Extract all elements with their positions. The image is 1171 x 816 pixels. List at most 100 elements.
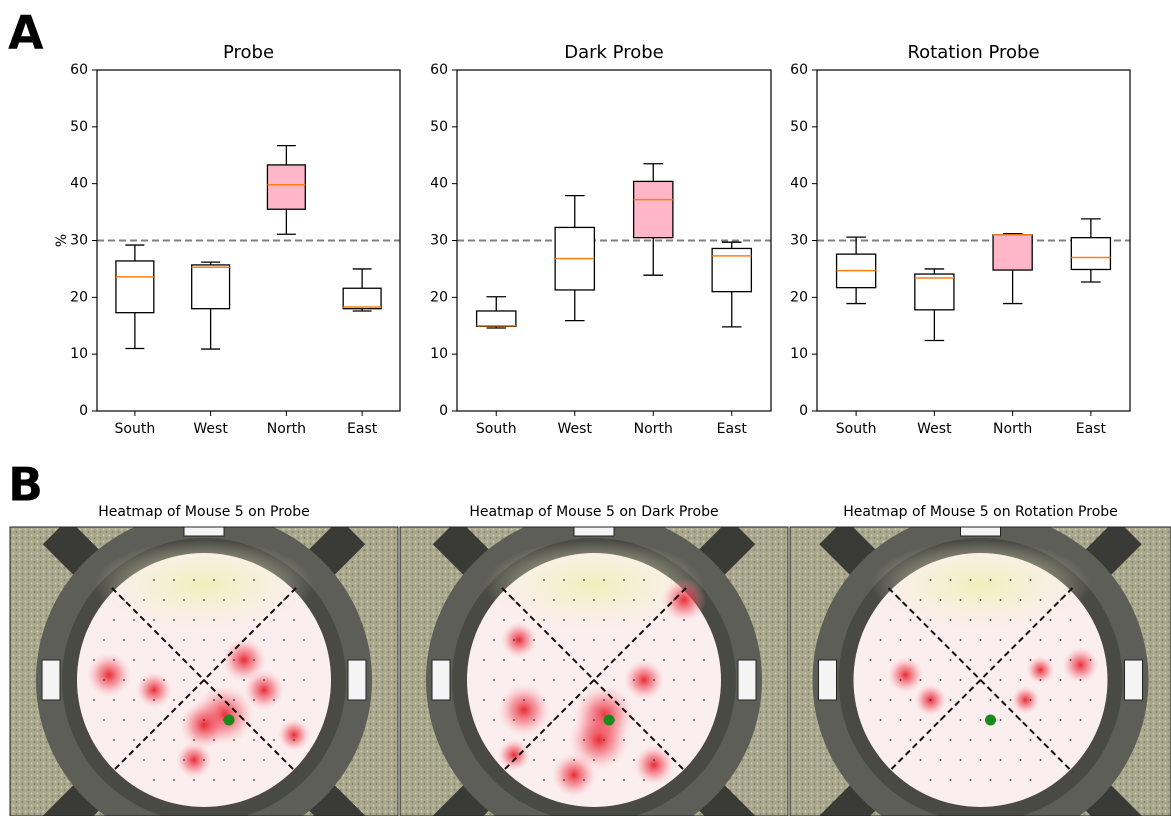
arena-hole: [949, 579, 952, 581]
arena-hole: [613, 759, 615, 761]
arena-hole: [273, 699, 275, 701]
arena-hole: [879, 719, 882, 721]
arena-hole: [869, 659, 872, 661]
y-tick-label: 20: [70, 289, 88, 305]
heat-blob: [498, 739, 530, 771]
arena-hole: [633, 759, 635, 761]
arena-hole: [253, 659, 255, 661]
arena-hole: [869, 699, 872, 701]
arena-hole: [653, 759, 655, 761]
arena-hole: [243, 599, 245, 601]
arena-hole: [989, 739, 992, 741]
arena-hole: [889, 619, 892, 621]
arena-hole: [909, 619, 912, 621]
cue-card: [1124, 659, 1143, 701]
arena-hole: [959, 639, 962, 641]
heat-blob: [569, 710, 629, 770]
heat-blob: [662, 578, 706, 622]
arena-hole: [153, 659, 155, 661]
arena-hole: [543, 619, 545, 621]
arena-hole: [213, 579, 215, 581]
arena-hole: [313, 699, 315, 701]
arena-hole: [273, 619, 275, 621]
arena-hole: [503, 699, 505, 701]
arena-hole: [1059, 679, 1062, 681]
arena-hole: [203, 639, 205, 641]
arena-hole: [919, 719, 922, 721]
arena-hole: [183, 679, 185, 681]
cue-card: [573, 527, 615, 537]
arena-hole: [163, 679, 165, 681]
arena-hole: [683, 659, 685, 661]
arena-hole: [543, 699, 545, 701]
arena-hole: [263, 639, 265, 641]
arena-hole: [173, 699, 175, 701]
arena-hole: [523, 619, 525, 621]
arena-hole: [949, 699, 952, 701]
y-tick-label: 60: [70, 62, 88, 78]
arena-hole: [553, 759, 555, 761]
arena-hole: [173, 739, 175, 741]
y-tick-label: 10: [430, 346, 448, 362]
arena-hole: [573, 719, 575, 721]
arena-hole: [939, 679, 942, 681]
arena-hole: [193, 699, 195, 701]
arena-hole: [1059, 599, 1062, 601]
arena-hole: [643, 579, 645, 581]
arena-hole: [899, 679, 902, 681]
arena-hole: [573, 639, 575, 641]
quadrant-divider: [887, 587, 1074, 773]
arena-hole: [879, 639, 882, 641]
arena-hole: [283, 639, 285, 641]
arena-hole: [663, 619, 665, 621]
arena-hole: [503, 619, 505, 621]
arena-hole: [623, 739, 625, 741]
arena-hole: [523, 659, 525, 661]
arena-hole: [233, 659, 235, 661]
arena-hole: [253, 619, 255, 621]
arena-hole: [909, 699, 912, 701]
arena-hole: [173, 659, 175, 661]
arena-hole: [483, 699, 485, 701]
arena-hole: [573, 679, 575, 681]
heat-blob: [278, 719, 310, 751]
arena-hole: [293, 699, 295, 701]
arena-hole: [1029, 579, 1032, 581]
heatmap-title: Heatmap of Mouse 5 on Dark Probe: [469, 504, 718, 520]
arena-hole: [1089, 659, 1092, 661]
axes-frame: [816, 69, 1131, 412]
heat-blob: [552, 753, 596, 797]
arena-hole: [889, 659, 892, 661]
arena-hole: [663, 659, 665, 661]
arena-hole: [663, 699, 665, 701]
y-tick-label: 30: [430, 233, 448, 249]
arena-hole: [593, 719, 595, 721]
arena-hole: [593, 599, 595, 601]
arena-hole: [1009, 739, 1012, 741]
arena-hole: [273, 659, 275, 661]
arena-hole: [683, 699, 685, 701]
arena-hole: [593, 759, 595, 761]
arena-hole: [213, 659, 215, 661]
arena-hole: [243, 679, 245, 681]
arena-hole: [293, 739, 295, 741]
arena-hole: [663, 739, 665, 741]
frame-border: [789, 526, 1171, 816]
arena-hole: [203, 719, 205, 721]
arena-hole: [173, 579, 175, 581]
arena-hole: [603, 619, 605, 621]
arena-hole: [889, 739, 892, 741]
arena-hole: [1019, 679, 1022, 681]
arena-hole: [999, 639, 1002, 641]
arena-hole: [183, 719, 185, 721]
arena-hole: [919, 639, 922, 641]
arena-hole: [919, 679, 922, 681]
arena-hole: [623, 699, 625, 701]
arena-hole: [543, 579, 545, 581]
arena-hole: [583, 579, 585, 581]
y-tick-label: 50: [790, 119, 808, 135]
arena-hole: [93, 699, 95, 701]
y-axis-label: %: [54, 234, 70, 247]
arena-hole: [213, 739, 215, 741]
x-tick-label: East: [1076, 421, 1107, 437]
